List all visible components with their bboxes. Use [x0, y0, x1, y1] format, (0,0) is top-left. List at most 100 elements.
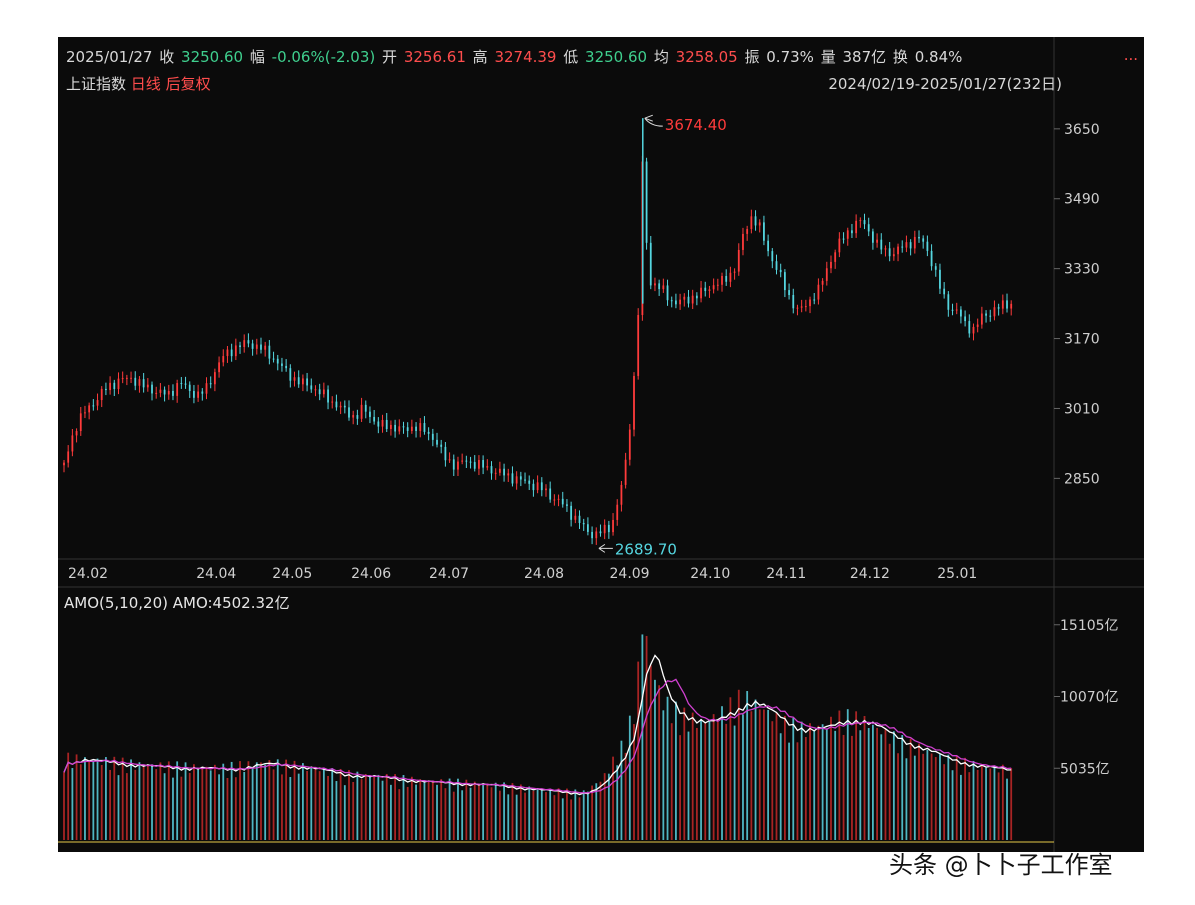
amo-bar	[616, 765, 619, 840]
candle-body	[155, 392, 158, 394]
adjust-label[interactable]: 后复权	[165, 75, 211, 93]
amo-bar	[524, 792, 526, 840]
amo-bar	[226, 777, 229, 840]
candle-body	[700, 287, 702, 299]
candle-body	[113, 382, 116, 390]
amo-bar	[704, 723, 707, 840]
candle-body	[570, 505, 573, 520]
amo-bar	[281, 774, 283, 840]
candle-body	[586, 524, 589, 532]
candle-body	[343, 405, 346, 408]
amo-bar	[289, 777, 292, 840]
amo-bar	[578, 797, 581, 840]
amo-bar	[549, 788, 552, 840]
amo-bar	[184, 762, 187, 840]
candle-body	[595, 531, 598, 539]
amo-bar	[980, 764, 983, 840]
candle-body	[888, 248, 891, 257]
amo-bar	[637, 661, 640, 840]
amo-bar	[641, 634, 644, 840]
amo-bar	[96, 758, 99, 840]
amo-bar	[105, 757, 107, 840]
amo-bar	[301, 763, 304, 840]
amo-bar	[813, 730, 816, 840]
amo-bar	[553, 795, 556, 840]
amo-bar	[683, 707, 686, 840]
candle-body	[247, 340, 250, 344]
candle-body	[532, 483, 535, 491]
amo-bar	[197, 769, 200, 840]
candle-body	[926, 241, 929, 251]
amo-bar	[1001, 764, 1004, 840]
amo-bar	[193, 764, 195, 840]
amo-bar	[92, 760, 95, 840]
candle-body	[88, 405, 91, 413]
candle-body	[591, 531, 593, 539]
amo-bar	[121, 757, 124, 840]
candle-body	[578, 515, 581, 523]
candle-body	[620, 484, 623, 505]
amo-bar	[335, 781, 338, 840]
amo-bar	[763, 709, 765, 840]
more-icon[interactable]: ...	[1123, 46, 1138, 64]
candle-body	[943, 288, 946, 295]
amo-bar	[922, 753, 925, 840]
amo-bar	[465, 779, 468, 840]
amo-bar	[700, 718, 702, 840]
candle-body	[901, 246, 904, 248]
candle-body	[536, 482, 539, 491]
amo-bar	[419, 779, 422, 840]
high-label: 高	[472, 48, 488, 66]
candle-body	[704, 287, 707, 292]
candle-body	[980, 313, 983, 325]
candle-body	[880, 239, 883, 250]
amo-bar	[838, 710, 841, 840]
candle-body	[892, 254, 895, 257]
candle-body	[729, 272, 732, 282]
candle-body	[742, 233, 744, 250]
amo-ma-lines	[63, 654, 1012, 796]
y-tick-label: 3650	[1064, 122, 1100, 138]
amo-bar	[712, 714, 715, 840]
amo-bar	[528, 786, 531, 840]
amo-bar	[599, 781, 602, 840]
amo-bar	[574, 789, 577, 840]
candle-body	[955, 309, 958, 311]
amo-bar	[213, 764, 216, 840]
amo-bar	[997, 772, 1000, 840]
amo-bar	[125, 773, 128, 840]
amo-bar	[666, 696, 669, 840]
x-tick-label: 24.05	[272, 566, 312, 582]
amo-bar	[721, 706, 723, 840]
candle-body	[561, 498, 564, 505]
amo-bar	[930, 753, 933, 840]
period-label[interactable]: 日线	[130, 75, 161, 93]
candle-body	[100, 388, 103, 401]
amo-bar	[842, 734, 845, 840]
amo-bar	[352, 781, 355, 840]
amo-bar	[381, 780, 384, 840]
amo-bar	[612, 756, 614, 840]
amo-bar	[159, 762, 162, 840]
amo-bar	[934, 757, 937, 840]
kline-chart[interactable]: 3674.40 2689.70 3650 3490 3330 3170 3010 2850 2…	[58, 37, 1144, 852]
amo-bar	[649, 665, 652, 840]
candle-body	[473, 462, 476, 469]
amo-bar	[1010, 768, 1013, 840]
candle-body	[775, 261, 778, 270]
candle-body	[322, 389, 325, 395]
x-tick-label: 24.07	[429, 566, 469, 582]
candle-body	[385, 419, 388, 430]
amo-bar	[310, 766, 313, 840]
candle-body	[846, 230, 849, 239]
candle-body	[934, 266, 937, 270]
amo-bar	[230, 761, 233, 840]
candle-body	[922, 238, 925, 242]
candle-body	[654, 283, 656, 286]
candle-body	[997, 307, 1000, 309]
amo-bar	[209, 770, 212, 840]
candle-body	[327, 389, 329, 403]
candle-body	[859, 220, 862, 222]
candle-body	[675, 300, 677, 305]
amo-bar	[511, 783, 514, 840]
